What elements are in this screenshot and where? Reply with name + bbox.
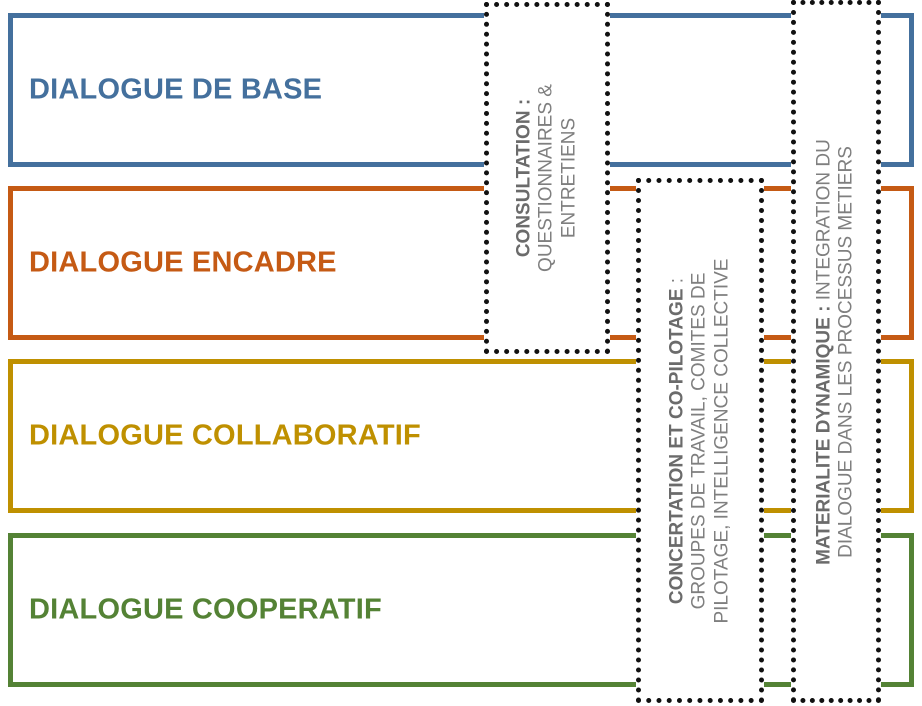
band-dialogue-encadre: DIALOGUE ENCADRE [8, 186, 914, 340]
consultation-title: CONSULTATION : [513, 98, 535, 258]
band-dialogue-de-base: DIALOGUE DE BASE [8, 13, 914, 167]
concertation-line-2: PILOTAGE, INTELLIGENCE COLLECTIVE [711, 258, 733, 623]
materialite-box: MATERIALITE DYNAMIQUE : INTEGRATION DU D… [791, 0, 881, 703]
materialite-title: MATERIALITE DYNAMIQUE : [813, 305, 835, 565]
band-label: DIALOGUE DE BASE [29, 73, 323, 106]
concertation-text: CONCERTATION ET CO-PILOTAGE : GROUPES DE… [666, 258, 733, 623]
concertation-title-suffix: : [666, 277, 688, 288]
consultation-box: CONSULTATION : QUESTIONNAIRES & ENTRETIE… [484, 2, 610, 354]
concertation-box: CONCERTATION ET CO-PILOTAGE : GROUPES DE… [636, 178, 764, 703]
band-label: DIALOGUE COOPERATIF [29, 593, 382, 626]
consultation-line-2: ENTRETIENS [558, 117, 580, 239]
band-label: DIALOGUE COLLABORATIF [29, 419, 421, 452]
materialite-title-suffix: INTEGRATION DU [813, 138, 835, 306]
concertation-line-1: GROUPES DE TRAVAIL, COMITES DE [688, 272, 710, 609]
consultation-line-1: QUESTIONNAIRES & [535, 84, 557, 272]
materialite-text: MATERIALITE DYNAMIQUE : INTEGRATION DU D… [814, 139, 859, 565]
band-dialogue-collaboratif: DIALOGUE COLLABORATIF [8, 359, 914, 513]
materialite-line-1: DIALOGUE DANS LES PROCESSUS METIERS [836, 145, 857, 558]
concertation-title: CONCERTATION ET CO-PILOTAGE [666, 287, 688, 604]
band-dialogue-cooperatif: DIALOGUE COOPERATIF [8, 533, 914, 687]
consultation-text: CONSULTATION : QUESTIONNAIRES & ENTRETIE… [513, 84, 580, 272]
band-label: DIALOGUE ENCADRE [29, 246, 337, 279]
